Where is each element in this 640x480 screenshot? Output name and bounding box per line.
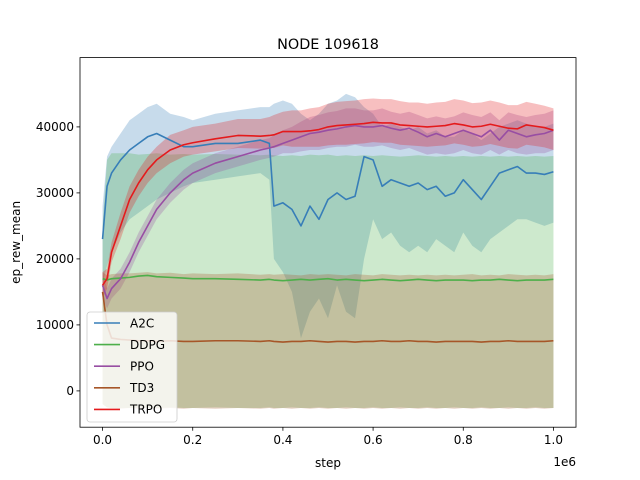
y-axis-label: ep_rew_mean — [9, 201, 23, 284]
x-axis-label: step — [315, 456, 341, 470]
y-tick-label: 20000 — [36, 252, 74, 266]
x-axis-ticks: 0.0 0.2 0.4 0.6 0.8 1.0 — [93, 427, 563, 447]
legend-label-trpo: TRPO — [129, 403, 162, 417]
legend: A2C DDPG PPO TD3 TRPO — [86, 311, 178, 423]
band-ddpg — [102, 153, 554, 409]
series-line-ddpg — [102, 274, 554, 282]
y-tick-label: 10000 — [36, 318, 74, 332]
chart-title: NODE 109618 — [277, 37, 379, 53]
x-axis-offset-label: 1e6 — [553, 455, 576, 469]
x-tick-label: 0.4 — [273, 433, 292, 447]
x-tick-label: 0.6 — [364, 433, 383, 447]
series-line-ppo — [101, 124, 554, 300]
y-tick-label: 30000 — [36, 186, 74, 200]
x-tick-label: 1.0 — [544, 433, 563, 447]
legend-label-ppo: PPO — [130, 360, 154, 374]
y-tick-label: 40000 — [36, 120, 74, 134]
band-trpo — [102, 98, 554, 299]
confidence-bands — [102, 93, 554, 409]
legend-label-a2c: A2C — [130, 316, 154, 330]
band-a2c — [102, 93, 554, 339]
band-td3 — [102, 272, 554, 409]
series-line-trpo — [101, 121, 554, 286]
band-ppo — [102, 108, 554, 309]
x-tick-label: 0.0 — [93, 433, 112, 447]
series-line-a2c — [101, 132, 554, 240]
y-axis-ticks: 0 10000 20000 30000 40000 — [36, 120, 80, 398]
plot-frame — [79, 57, 577, 428]
x-tick-label: 0.2 — [183, 433, 202, 447]
legend-box — [86, 311, 178, 423]
x-tick-label: 0.8 — [454, 433, 473, 447]
y-tick-label: 0 — [66, 384, 74, 398]
legend-label-td3: TD3 — [129, 381, 154, 395]
legend-label-ddpg: DDPG — [130, 338, 165, 352]
